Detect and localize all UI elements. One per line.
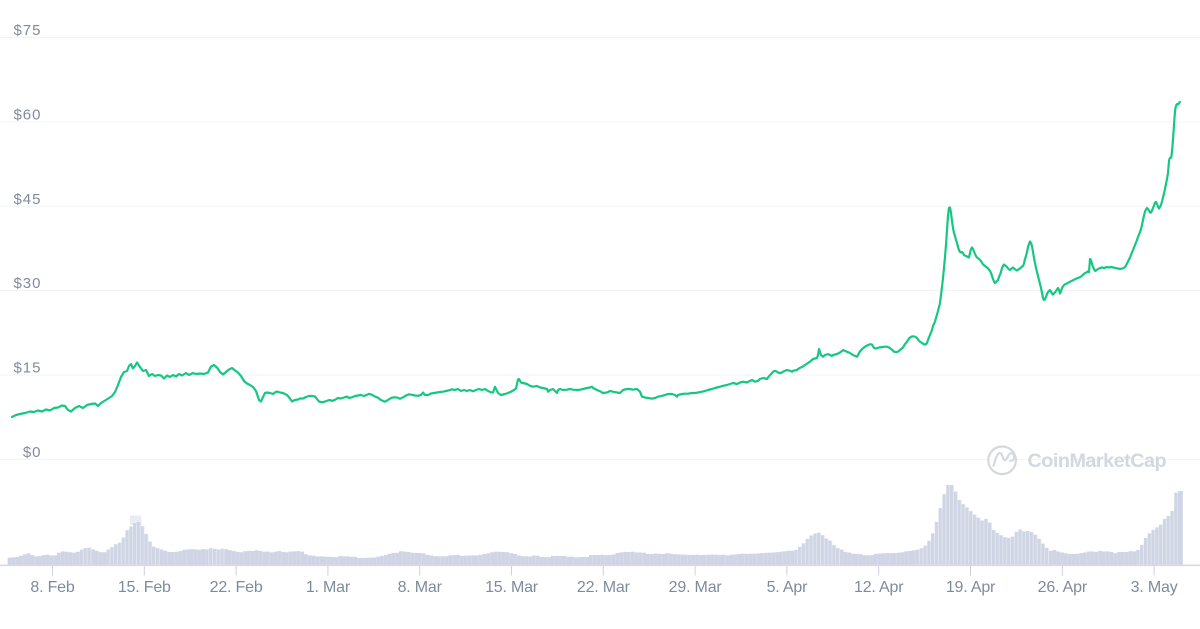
svg-text:$45: $45	[13, 191, 41, 208]
svg-text:19. Apr: 19. Apr	[946, 579, 996, 596]
svg-text:$30: $30	[13, 275, 41, 292]
svg-text:8. Mar: 8. Mar	[398, 579, 443, 596]
svg-text:CoinMarketCap: CoinMarketCap	[1028, 450, 1167, 472]
svg-text:$15: $15	[13, 360, 41, 377]
svg-text:22. Feb: 22. Feb	[210, 579, 263, 596]
svg-text:29. Mar: 29. Mar	[669, 579, 723, 596]
svg-text:26. Apr: 26. Apr	[1038, 579, 1088, 596]
svg-text:12. Apr: 12. Apr	[854, 579, 904, 596]
svg-text:15. Feb: 15. Feb	[118, 579, 171, 596]
svg-text:5. Apr: 5. Apr	[767, 579, 808, 596]
svg-text:$60: $60	[13, 106, 41, 123]
svg-text:15. Mar: 15. Mar	[485, 579, 539, 596]
svg-text:8. Feb: 8. Feb	[30, 579, 74, 596]
svg-text:3. May: 3. May	[1131, 579, 1178, 596]
svg-text:1. Mar: 1. Mar	[306, 579, 351, 596]
svg-text:22. Mar: 22. Mar	[577, 579, 631, 596]
svg-text:$0: $0	[23, 444, 42, 461]
svg-text:$75: $75	[13, 22, 41, 39]
